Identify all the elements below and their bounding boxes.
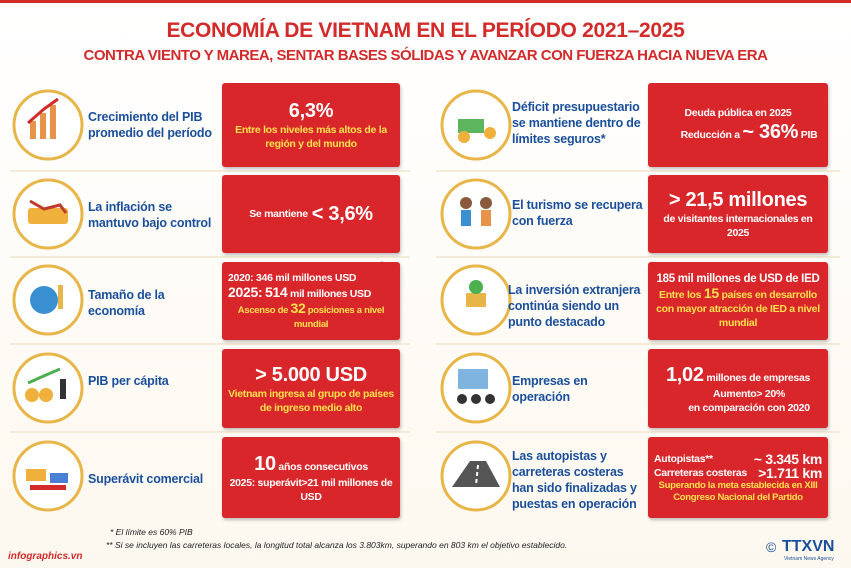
text: en comparación con 2020 [688,401,810,414]
line: Autopistas** ~ 3.345 km [654,452,822,466]
line: Carreteras costeras >1.711 km [654,466,822,480]
item-label: Crecimiento del PIB promedio del período [88,110,212,140]
stat-box: 6,3% Entre los niveles más altos de la r… [222,83,400,167]
text: Carreteras costeras [654,466,747,479]
year: 2025: [228,283,263,300]
text: Entre los [658,289,702,301]
item-label: PIB per cápita [88,374,169,388]
note: Vietnam ingresa al grupo de países de in… [228,387,394,414]
stat-box: > 5.000 USD Vietnam ingresa al grupo de … [222,349,400,428]
title: ECONOMÍA DE VIETNAM EN EL PERÍODO 2021–2… [166,19,685,42]
site: infographics.vn [8,551,83,562]
line: 2025: 514 mil millones USD [228,285,371,301]
item-label: La inversión extranjera continúa siendo … [508,283,641,329]
text: años consecutivos [278,460,368,473]
text: países en desarrollo con mayor atracción… [656,289,820,329]
value: 32 [290,299,306,316]
text: Ascenso de [237,304,289,316]
note: Entre los 15 países en desarrollo con ma… [654,286,822,330]
value: ~ 3.345 km [753,450,823,467]
value: 346 mil millones USD [255,271,357,284]
value: > 5.000 USD [255,363,367,386]
note: Entre los niveles más altos de la región… [235,124,387,150]
text: Aumento> 20% [713,387,785,400]
stat-box: > 21,5 millones de visitantes internacio… [648,175,828,253]
text: Reducción a [680,129,740,141]
line: Reducción a ~ 36% PIB [659,120,818,144]
value: 1,02 [665,363,704,386]
item-label: Las autopistas y carreteras costeras han… [512,449,637,511]
text: de visitantes internacionales en 2025 [663,213,813,239]
item-label: Empresas en operación [512,374,588,404]
line: 10 años consecutivos [254,452,368,476]
text: posiciones a nivel mundial [293,304,385,330]
stat-box: 1,02 millones de empresas Aumento> 20% e… [648,349,828,428]
stat-box: 185 mil millones de USD de IED Entre los… [648,262,828,340]
value: 10 [254,452,276,475]
agency: TTXVN [782,538,835,555]
item-label: El turismo se recupera con fuerza [512,198,643,228]
footnote: * El límite es 60% PIB [110,527,193,537]
stat-box: 2020: 346 mil millones USD 2025: 514 mil… [222,262,400,340]
value: 6,3% [288,100,334,122]
text: millones de empresas [706,371,811,384]
stat-box: Autopistas** ~ 3.345 km Carreteras coster… [648,437,828,518]
value: > 21,5 millones [668,189,808,211]
icons [25,97,500,490]
unit: mil millones USD [290,287,372,300]
item-label: Superávit comercial [88,472,204,486]
text: Autopistas** [654,452,713,465]
item-label: La inflación se mantuvo bajo control [88,200,212,230]
note: Superando la meta establecida en XIII Co… [658,479,818,503]
note: 2025: superávit>21 mil millones de USD [229,476,393,503]
line: Ascenso de 32 posiciones a nivel mundial [228,301,394,332]
copyright: © [766,539,777,555]
subtitle: CONTRA VIENTO Y MAREA, SENTAR BASES SÓLI… [83,47,768,64]
text: Se mantiene [249,208,308,220]
unit: PIB [800,129,818,141]
footnote: ** Si se incluyen las carreteras locales… [106,540,568,550]
stat-box: 10 años consecutivos 2025: superávit>21 … [222,437,400,518]
value: 15 [703,285,719,301]
value: 514 [264,283,288,300]
text: Deuda pública en 2025 [684,107,792,119]
stat-box: Se mantiene < 3,6% [222,175,400,253]
line: 2020: 346 mil millones USD [228,271,357,285]
value: < 3,6% [311,203,373,225]
stat-box: Deuda pública en 2025 Reducción a ~ 36% … [648,83,828,167]
item-label: Tamaño de la economía [88,288,165,318]
value: ~ 36% [742,121,799,143]
year: 2020: [228,271,254,284]
value: >1.711 km [758,464,822,481]
item-label: Déficit presupuestario se mantiene dentr… [512,100,641,146]
text: 185 mil millones de USD de IED [656,273,820,285]
line: 1,02 millones de empresas [666,363,810,387]
agency-sub: Vietnam News Agency [784,556,834,562]
